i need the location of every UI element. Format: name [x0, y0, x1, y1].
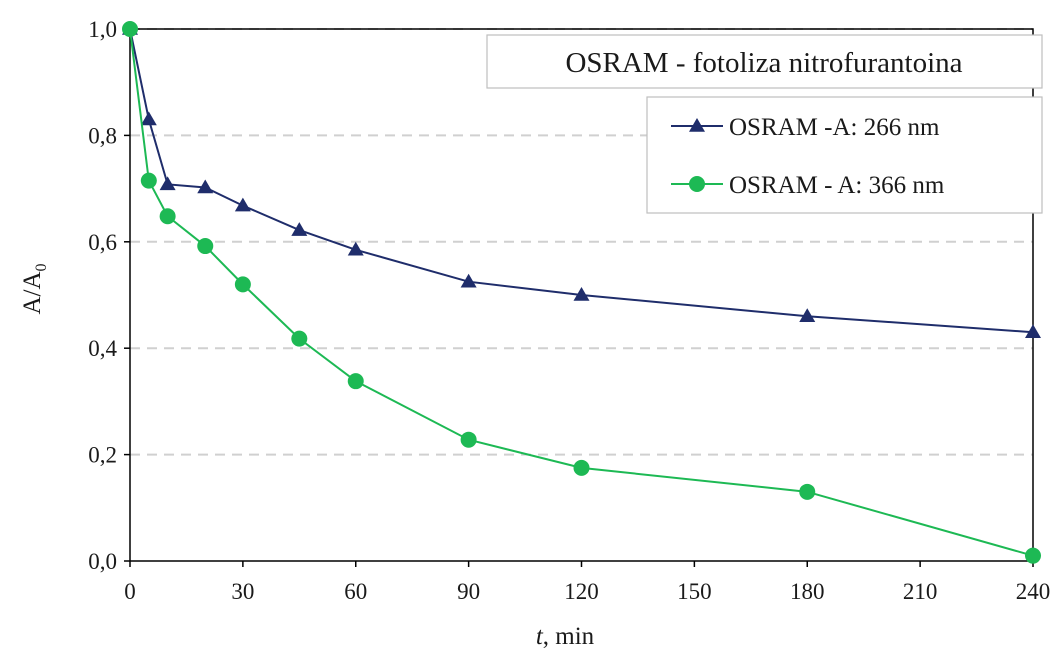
- series-layer: [122, 21, 1041, 564]
- x-axis-unit: , min: [543, 623, 595, 650]
- x-tick-label: 30: [231, 579, 254, 604]
- y-tick-label: 0,8: [88, 123, 117, 148]
- grid-lines: [130, 28, 1033, 456]
- series-1-point: [1025, 324, 1041, 338]
- series-2-point: [122, 21, 138, 37]
- x-tick-label: 90: [457, 579, 480, 604]
- legend-frame: [646, 96, 1043, 214]
- x-tick-label: 0: [124, 579, 136, 604]
- y-axis-subscript: 0: [33, 263, 50, 271]
- legend-swatch-marker: [689, 176, 705, 192]
- y-axis-title: A/A0: [19, 263, 50, 314]
- x-tick-label: 150: [677, 579, 712, 604]
- x-tick-label: 210: [903, 579, 938, 604]
- series-2-point: [347, 373, 364, 390]
- y-tick-label: 0,4: [88, 336, 117, 361]
- x-tick-label: 180: [790, 579, 825, 604]
- series-2-point: [1025, 547, 1041, 564]
- x-tick-label: 120: [564, 579, 599, 604]
- series-1-point: [460, 273, 477, 288]
- series-1-point: [573, 287, 590, 301]
- series-2-point: [197, 238, 214, 255]
- series-2-point: [140, 172, 157, 189]
- series-2-point: [799, 483, 816, 500]
- series-1-point: [140, 111, 157, 126]
- x-tick-label: 60: [344, 579, 367, 604]
- series-2-point: [460, 431, 477, 448]
- y-axis-base: A/A: [19, 271, 46, 314]
- series-2-point: [291, 330, 308, 347]
- series-2-point: [573, 459, 590, 476]
- legend-label: OSRAM -A: 266 nm: [729, 114, 940, 141]
- series-1-point: [234, 197, 251, 212]
- series-1-point: [197, 179, 214, 194]
- series-2-point: [159, 208, 176, 225]
- series-2: [122, 21, 1041, 564]
- x-tick-label: 240: [1016, 579, 1051, 604]
- axes: 0,0 0,2 0,4 0,6 0,8 1,0 0 30 60 90 120 150 180 210 240: [88, 17, 1050, 604]
- y-tick-label: 0,2: [88, 443, 117, 468]
- series-1-point: [799, 308, 816, 323]
- series-1: [122, 21, 1041, 338]
- chart-title-box: OSRAM - fotoliza nitrofurantoina: [486, 34, 1043, 89]
- x-axis-title: t, min: [536, 623, 595, 650]
- y-tick-label: 0,6: [88, 230, 117, 255]
- legend: OSRAM -A: 266 nm OSRAM - A: 366 nm: [646, 96, 1043, 214]
- legend-swatch-marker: [689, 118, 705, 132]
- legend-label: OSRAM - A: 366 nm: [729, 172, 945, 199]
- x-axis-variable: t: [536, 623, 544, 650]
- series-1-point: [347, 241, 364, 256]
- series-1-point: [159, 176, 176, 191]
- y-tick-label: 0,0: [88, 549, 117, 574]
- series-2-point: [234, 276, 251, 293]
- chart-title: OSRAM - fotoliza nitrofurantoina: [565, 47, 962, 79]
- series-1-point: [291, 222, 308, 236]
- y-tick-label: 1,0: [88, 17, 117, 42]
